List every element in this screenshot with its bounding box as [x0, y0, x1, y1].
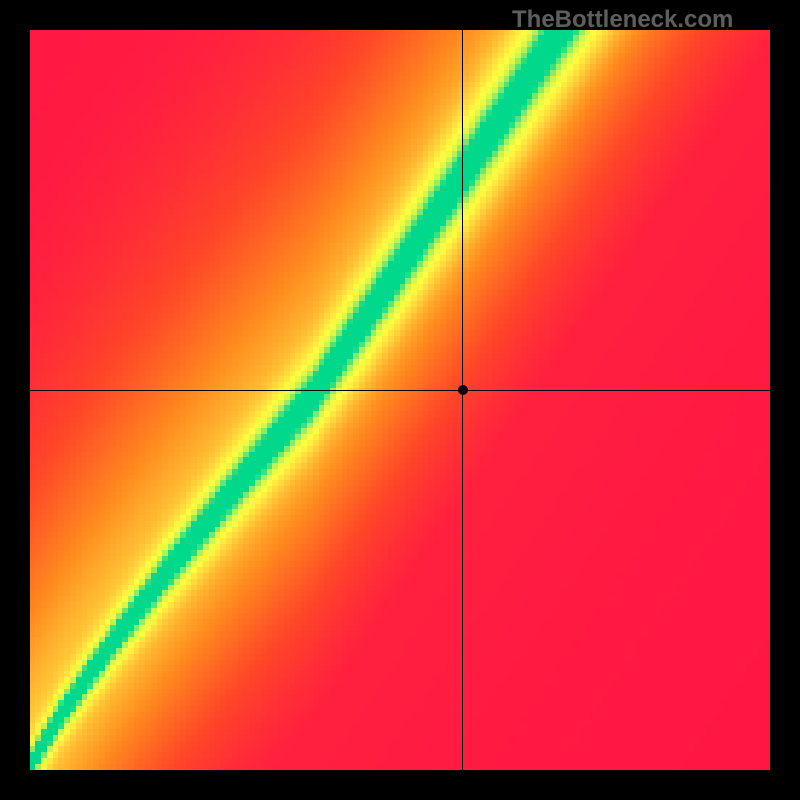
heatmap-plot — [30, 30, 770, 770]
heatmap-canvas — [30, 30, 770, 770]
crosshair-horizontal — [30, 390, 770, 391]
crosshair-vertical — [462, 30, 463, 770]
plot-border-right — [770, 0, 800, 800]
brand-watermark: TheBottleneck.com — [512, 6, 733, 34]
outer-frame: TheBottleneck.com — [0, 0, 800, 800]
plot-border-bottom — [0, 770, 800, 800]
plot-border-left — [0, 0, 30, 800]
